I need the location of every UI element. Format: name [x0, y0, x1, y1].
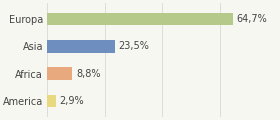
Text: 2,9%: 2,9% [59, 96, 84, 106]
Bar [47, 13, 233, 25]
Bar [47, 40, 115, 53]
Bar [47, 67, 73, 80]
Text: 64,7%: 64,7% [237, 14, 267, 24]
Text: 23,5%: 23,5% [118, 41, 149, 51]
Bar [47, 95, 55, 107]
Text: 8,8%: 8,8% [76, 69, 101, 79]
